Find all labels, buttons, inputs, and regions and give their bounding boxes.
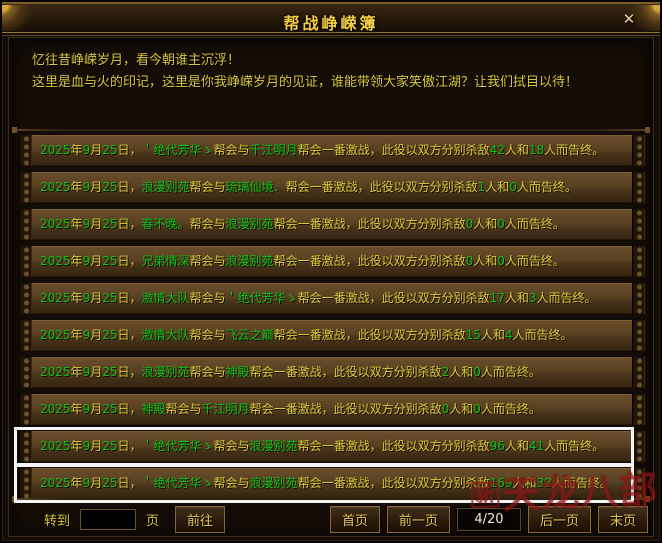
goto-label: 转到 (44, 513, 71, 529)
pagination-bar: 转到 页 前往 首页 前一页 4/20 后一页 末页 (14, 503, 648, 535)
chain-clasp-icon (632, 283, 645, 314)
chain-clasp-icon (632, 394, 645, 425)
battle-record-row: 2025年9月25日，＇绝代芳华ゝ帮会与千江明月帮会一番激战，此役以双方分别杀敌… (18, 134, 646, 167)
chain-clasp-icon (19, 172, 32, 203)
notice-panel: 忆往昔峥嵘岁月，看今朝谁主沉浮！ 这里是血与火的印记，这里是你我峥嵘岁月的见证，… (32, 50, 638, 94)
record-text: 2025年9月25日，神殿帮会与千江明月帮会一番激战，此役以双方分别杀敌0人和0… (40, 402, 541, 416)
window-title: 帮战峥嵘簿 (283, 14, 379, 33)
go-button[interactable]: 前往 (175, 505, 226, 533)
last-page-button[interactable]: 末页 (597, 505, 648, 533)
battle-record-row: 2025年9月25日，兄弟情深帮会与浪漫别苑帮会一番激战，此役以双方分别杀敌0人… (18, 245, 646, 278)
corner-ornament-icon (616, 5, 660, 31)
divider (12, 496, 650, 502)
chain-clasp-icon (19, 431, 32, 462)
battle-record-row: 2025年9月25日，＇绝代芳华ゝ帮会与浪漫别苑帮会一番激战，此役以双方分别杀敌… (14, 464, 646, 503)
record-text: 2025年9月25日，＇绝代芳华ゝ帮会与浪漫别苑帮会一番激战，此役以双方分别杀敌… (40, 476, 612, 490)
chain-clasp-icon (632, 246, 645, 277)
chain-clasp-icon (19, 246, 32, 277)
notice-line-1: 忆往昔峥嵘岁月，看今朝谁主沉浮！ (32, 53, 241, 68)
chain-clasp-icon (19, 135, 32, 166)
battle-record-row: 2025年9月25日，激情大队帮会与＇绝代芳华ゝ帮会一番激战，此役以双方分别杀敌… (18, 282, 646, 315)
page-suffix-label: 页 (146, 513, 160, 529)
record-text: 2025年9月25日，浪漫别苑帮会与琉璃仙境．帮会一番激战，此役以双方分别杀敌1… (40, 180, 577, 194)
chain-clasp-icon (632, 468, 645, 499)
battle-list: 2025年9月25日，＇绝代芳华ゝ帮会与千江明月帮会一番激战，此役以双方分别杀敌… (14, 134, 646, 504)
chain-clasp-icon (632, 172, 645, 203)
chain-clasp-icon (19, 468, 32, 499)
record-text: 2025年9月25日，＇绝代芳华ゝ帮会与千江明月帮会一番激战，此役以双方分别杀敌… (40, 143, 605, 157)
prev-page-button[interactable]: 前一页 (386, 505, 450, 533)
record-text: 2025年9月25日，激情大队帮会与飞云之巅帮会一番激战，此役以双方分别杀敌15… (40, 328, 573, 342)
record-text: 2025年9月25日，兄弟情深帮会与浪漫别苑帮会一番激战，此役以双方分别杀敌0人… (40, 254, 565, 268)
pager-group: 首页 前一页 4/20 后一页 末页 (329, 505, 648, 533)
record-text: 2025年9月25日，春不晚。帮会与浪漫别苑帮会一番激战，此役以双方分别杀敌0人… (40, 217, 565, 231)
chain-clasp-icon (632, 431, 645, 462)
notice-line-2: 这里是血与火的印记，这里是你我峥嵘岁月的见证，谁能带领大家笑傲江湖？让我们拭目以… (32, 75, 579, 90)
divider (12, 127, 650, 133)
battle-record-row: 2025年9月25日，浪漫别苑帮会与神殿帮会一番激战，此役以双方分别杀敌2人和0… (18, 356, 646, 389)
chain-clasp-icon (19, 320, 32, 351)
record-text: 2025年9月25日，浪漫别苑帮会与神殿帮会一番激战，此役以双方分别杀敌2人和0… (40, 365, 541, 379)
chain-clasp-icon (19, 283, 32, 314)
page-number-input[interactable] (80, 508, 137, 530)
battle-record-row: 2025年9月25日，＇绝代芳华ゝ帮会与浪漫别苑帮会一番激战，此役以双方分别杀敌… (14, 427, 646, 466)
chain-clasp-icon (632, 357, 645, 388)
next-page-button[interactable]: 后一页 (527, 505, 591, 533)
chain-clasp-icon (19, 394, 32, 425)
record-text: 2025年9月25日，激情大队帮会与＇绝代芳华ゝ帮会一番激战，此役以双方分别杀敌… (40, 291, 597, 305)
chain-clasp-icon (632, 209, 645, 240)
chain-clasp-icon (19, 209, 32, 240)
corner-ornament-icon (2, 5, 46, 31)
record-text: 2025年9月25日，＇绝代芳华ゝ帮会与浪漫别苑帮会一番激战，此役以双方分别杀敌… (40, 439, 605, 453)
battle-record-row: 2025年9月25日，春不晚。帮会与浪漫别苑帮会一番激战，此役以双方分别杀敌0人… (18, 208, 646, 241)
battle-record-row: 2025年9月25日，激情大队帮会与飞云之巅帮会一番激战，此役以双方分别杀敌15… (18, 319, 646, 352)
page-indicator: 4/20 (456, 507, 521, 531)
battle-record-row: 2025年9月25日，浪漫别苑帮会与琉璃仙境．帮会一番激战，此役以双方分别杀敌1… (18, 171, 646, 204)
battle-record-row: 2025年9月25日，神殿帮会与千江明月帮会一番激战，此役以双方分别杀敌0人和0… (18, 393, 646, 426)
title-bar: 帮战峥嵘簿 ✕ (2, 2, 660, 33)
close-icon[interactable]: ✕ (622, 10, 636, 28)
first-page-button[interactable]: 首页 (329, 505, 380, 533)
chain-clasp-icon (19, 357, 32, 388)
chain-clasp-icon (632, 135, 645, 166)
chain-clasp-icon (632, 320, 645, 351)
